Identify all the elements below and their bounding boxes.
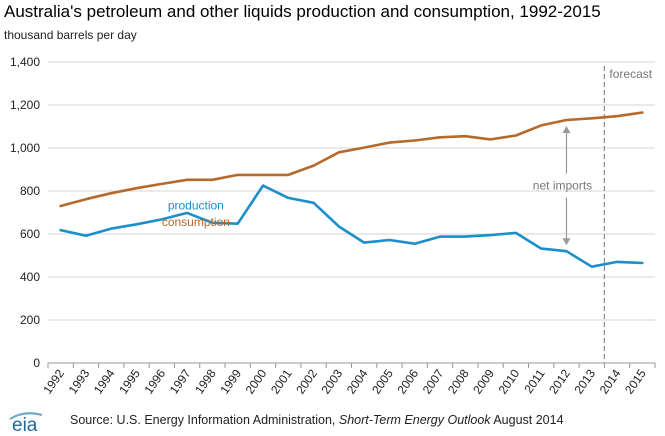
y-axis-units-label: thousand barrels per day xyxy=(4,28,137,42)
chart-title: Australia's petroleum and other liquids … xyxy=(4,2,601,21)
y-tick-label-1000: 1,000 xyxy=(10,141,40,155)
y-tick-label-1200: 1,200 xyxy=(10,98,40,112)
x-tick-label-1992: 1992 xyxy=(40,366,67,396)
x-tick-label-2012: 2012 xyxy=(546,366,573,396)
series-label-production: production xyxy=(168,198,224,212)
x-tick-label-2013: 2013 xyxy=(571,366,598,396)
y-tick-label-400: 400 xyxy=(20,270,40,284)
y-tick-label-200: 200 xyxy=(20,313,40,327)
y-tick-label-1400: 1,400 xyxy=(10,55,40,69)
footer: eia Source: U.S. Energy Information Admi… xyxy=(8,410,658,434)
series-line-production xyxy=(59,184,644,269)
x-tick-label-2005: 2005 xyxy=(369,366,396,396)
source-publication: Short-Term Energy Outlook xyxy=(338,413,491,427)
source-suffix: August 2014 xyxy=(490,413,564,427)
x-tick-label-2001: 2001 xyxy=(268,366,295,396)
x-tick-label-1999: 1999 xyxy=(217,366,244,396)
eia-logo-text: eia xyxy=(12,415,38,434)
x-tick-label-1998: 1998 xyxy=(192,366,219,396)
x-axis: 1992199319941995199619971998199920002001… xyxy=(40,362,656,397)
y-tick-label-600: 600 xyxy=(20,227,40,241)
x-tick-label-2003: 2003 xyxy=(319,366,346,396)
eia-logo-icon: eia xyxy=(9,412,43,434)
annotations: consumption production net imports xyxy=(162,126,592,246)
x-tick-label-2014: 2014 xyxy=(597,366,624,396)
net-imports-label: net imports xyxy=(533,179,592,193)
y-tick-label-0: 0 xyxy=(33,356,40,370)
forecast-label: forecast xyxy=(609,67,652,81)
x-tick-label-2011: 2011 xyxy=(521,366,547,395)
x-tick-label-1994: 1994 xyxy=(91,366,118,396)
net-imports-arrowhead-down xyxy=(562,238,571,246)
forecast-divider: forecast xyxy=(603,66,653,363)
series-lines xyxy=(59,111,644,269)
x-tick-label-2004: 2004 xyxy=(344,366,371,396)
x-tick-label-1995: 1995 xyxy=(116,366,143,396)
source-prefix: Source: U.S. Energy Information Administ… xyxy=(70,413,339,427)
x-tick-label-2015: 2015 xyxy=(622,366,649,396)
gridlines xyxy=(48,61,655,321)
x-tick-label-2006: 2006 xyxy=(394,366,421,396)
x-tick-label-1997: 1997 xyxy=(167,366,194,396)
x-tick-label-1996: 1996 xyxy=(141,366,168,396)
y-axis: 0 200 400 600 800 1,000 1,200 1,400 xyxy=(10,55,40,370)
y-tick-label-800: 800 xyxy=(20,184,40,198)
source-note: Source: U.S. Energy Information Administ… xyxy=(70,413,564,427)
net-imports-arrowhead-up xyxy=(562,126,571,134)
series-line-consumption xyxy=(59,111,644,208)
x-tick-label-2000: 2000 xyxy=(243,366,270,396)
series-label-consumption: consumption xyxy=(162,215,230,229)
x-tick-label-2002: 2002 xyxy=(293,366,320,396)
x-tick-label-2010: 2010 xyxy=(496,366,523,396)
x-tick-label-1993: 1993 xyxy=(66,366,93,396)
x-tick-label-2007: 2007 xyxy=(420,366,447,396)
x-tick-label-2009: 2009 xyxy=(470,366,497,396)
x-tick-label-2008: 2008 xyxy=(445,366,472,396)
